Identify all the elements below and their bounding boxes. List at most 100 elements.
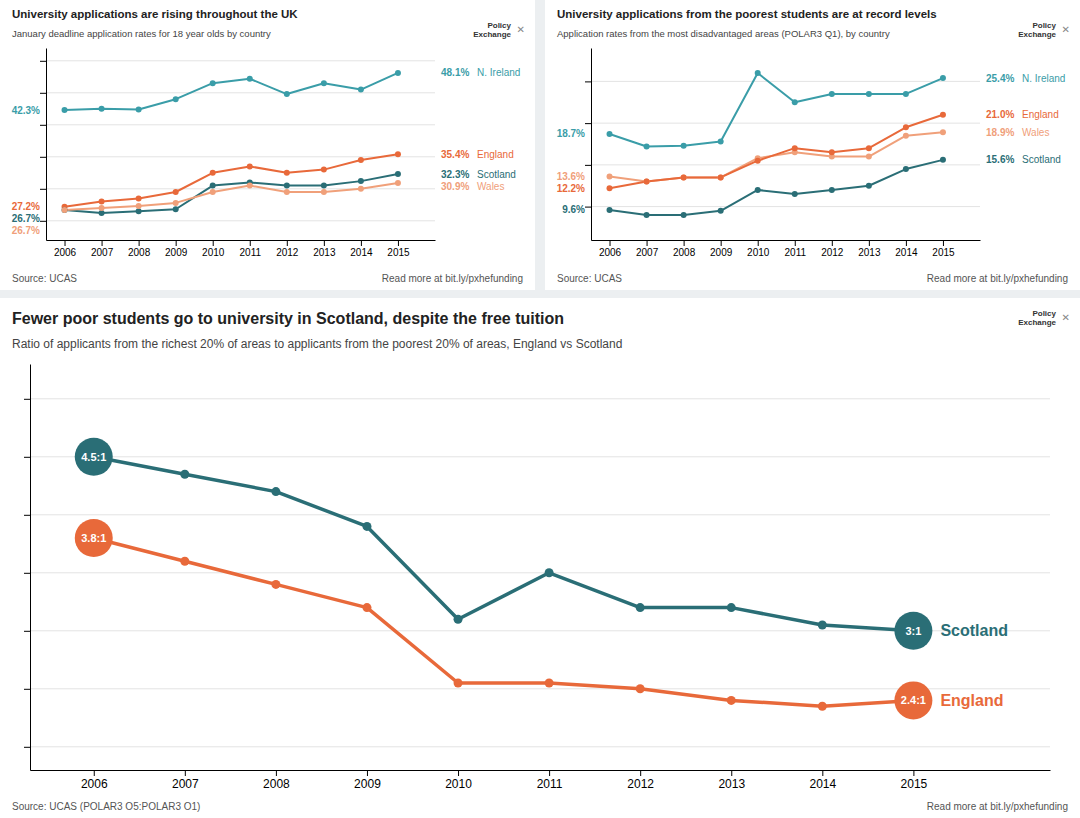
source-note: Source: UCAS (POLAR3 O5:POLAR3 O1) [12, 801, 200, 812]
logo-text: Exchange [473, 30, 511, 39]
y-tick-mark [40, 189, 46, 190]
point [903, 166, 909, 172]
point [271, 487, 280, 496]
x-tick: 2009 [354, 770, 381, 791]
x-tick: 2006 [81, 770, 108, 791]
x-tick-label: 2010 [445, 777, 472, 791]
series-label: Scotland [477, 169, 516, 180]
series-label: England [1022, 109, 1059, 120]
x-tick-label: 2010 [202, 247, 225, 258]
y-tick-mark [24, 515, 30, 516]
point [210, 170, 216, 176]
x-axis-line [47, 240, 436, 241]
plot-marks [607, 70, 946, 218]
y-tick [24, 689, 30, 690]
grid-line [46, 92, 435, 93]
y-tick-mark [40, 157, 46, 158]
point [818, 702, 827, 711]
series-line [610, 160, 943, 215]
logo-mark: ✕ [1062, 312, 1070, 323]
x-tick-label: 2010 [747, 247, 770, 258]
label-point [75, 519, 113, 557]
panel-background [0, 298, 1080, 818]
data-label: 2.4:1 [901, 694, 926, 706]
x-tick-mark [610, 240, 611, 246]
label-point [75, 438, 113, 476]
y-tick [40, 61, 46, 62]
point [866, 183, 872, 189]
x-tick: 2007 [91, 240, 114, 258]
data-label: 32.3% [441, 169, 469, 180]
x-tick-mark [549, 770, 550, 776]
point [62, 207, 68, 213]
data-label: 26.7% [12, 213, 40, 224]
data-label: 3:1 [905, 625, 921, 637]
x-tick-label: 2011 [785, 247, 807, 258]
point [454, 679, 463, 688]
grid-line [591, 206, 980, 207]
point [818, 621, 827, 630]
subtitle: Application rates from the most disadvan… [557, 28, 890, 39]
point [395, 180, 401, 186]
x-tick: 2010 [202, 240, 225, 258]
labels: 18.7%13.6%12.2%9.6%25.4%N. Ireland21.0%E… [557, 73, 1066, 216]
point [607, 185, 613, 191]
x-tick-mark [943, 240, 944, 246]
point [607, 207, 613, 213]
x-tick-mark [832, 240, 833, 246]
data-label: 48.1% [441, 67, 469, 78]
y-tick [585, 123, 591, 124]
logo-text: Exchange [1018, 318, 1056, 327]
point [62, 107, 68, 113]
read-more-note: Read more at bit.ly/pxhefunding [927, 273, 1068, 284]
point [681, 143, 687, 149]
point [755, 187, 761, 193]
point [718, 138, 724, 144]
x-tick: 2010 [445, 770, 472, 791]
y-tick [40, 157, 46, 158]
x-axis-line [592, 240, 981, 241]
y-axis-line [46, 49, 47, 241]
y-tick-mark [40, 125, 46, 126]
point [136, 195, 142, 201]
logo-text: Exchange [1018, 30, 1056, 39]
plot-marks [62, 70, 401, 216]
y-axis [24, 365, 31, 771]
x-axis-line [31, 770, 1051, 771]
x-tick-label: 2013 [313, 247, 336, 258]
source-note: Source: UCAS [12, 273, 77, 284]
y-tick-mark [24, 689, 30, 690]
grid [30, 399, 1050, 747]
point [99, 205, 105, 211]
point [903, 133, 909, 139]
point [681, 174, 687, 180]
subtitle: Ratio of applicants from the richest 20%… [12, 337, 622, 351]
y-tick-mark [24, 457, 30, 458]
point [99, 210, 105, 216]
x-tick-label: 2008 [128, 247, 151, 258]
grid-line [46, 60, 435, 61]
data-label: 18.7% [557, 128, 585, 139]
y-tick-mark [24, 399, 30, 400]
grid [591, 81, 980, 206]
labels: 42.3%27.2%26.7%26.7%48.1%N. Ireland35.4%… [12, 67, 521, 236]
point [866, 145, 872, 151]
data-label: 21.0% [986, 109, 1014, 120]
x-tick: 2013 [858, 240, 881, 258]
x-tick-mark [684, 240, 685, 246]
x-tick: 2015 [901, 770, 928, 791]
data-label: 18.9% [986, 127, 1014, 138]
grid-line [30, 456, 1050, 457]
point [545, 679, 554, 688]
point [358, 157, 364, 163]
point [321, 167, 327, 173]
y-axis [585, 49, 592, 241]
x-tick: 2011 [240, 240, 262, 258]
x-tick-label: 2006 [599, 247, 622, 258]
x-tick-mark [647, 240, 648, 246]
point [607, 174, 613, 180]
point [644, 144, 650, 150]
point [681, 174, 687, 180]
x-tick: 2011 [785, 240, 807, 258]
panel-background [545, 0, 1080, 290]
